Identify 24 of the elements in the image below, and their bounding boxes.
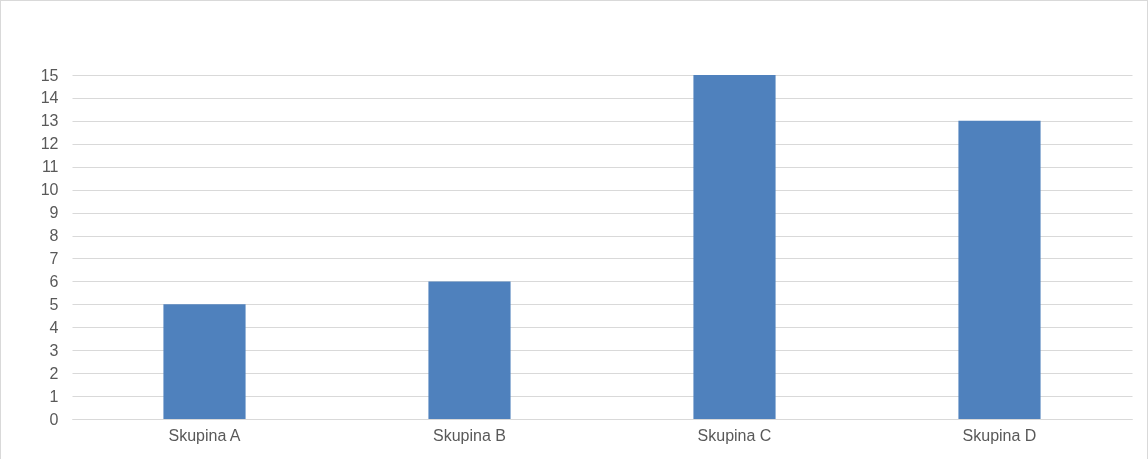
x-tick-label: Skupina B	[433, 426, 506, 444]
x-tick-label: Skupina C	[697, 426, 772, 444]
y-tick-label: 11	[41, 158, 59, 176]
y-tick-label: 2	[49, 364, 59, 382]
bar	[428, 281, 511, 419]
y-tick-label: 6	[49, 272, 59, 290]
bar	[163, 304, 246, 419]
y-tick-label: 12	[40, 135, 59, 153]
y-tick-label: 1	[49, 387, 59, 405]
y-tick-label: 4	[49, 318, 59, 336]
y-tick-label: 10	[40, 181, 59, 199]
y-tick-label: 9	[49, 204, 59, 222]
y-tick-label: 5	[49, 295, 59, 313]
y-tick-label: 3	[49, 341, 59, 359]
bar	[958, 120, 1041, 419]
x-tick-label: Skupina D	[962, 426, 1037, 444]
x-tick-label: Skupina A	[168, 426, 241, 444]
y-tick-label: 0	[49, 410, 59, 428]
y-tick-label: 15	[40, 66, 59, 84]
y-tick-label: 8	[49, 227, 59, 245]
y-tick-label: 7	[49, 249, 59, 267]
y-tick-label: 14	[40, 89, 59, 107]
y-tick-label: 13	[40, 112, 59, 130]
bar	[693, 75, 776, 419]
